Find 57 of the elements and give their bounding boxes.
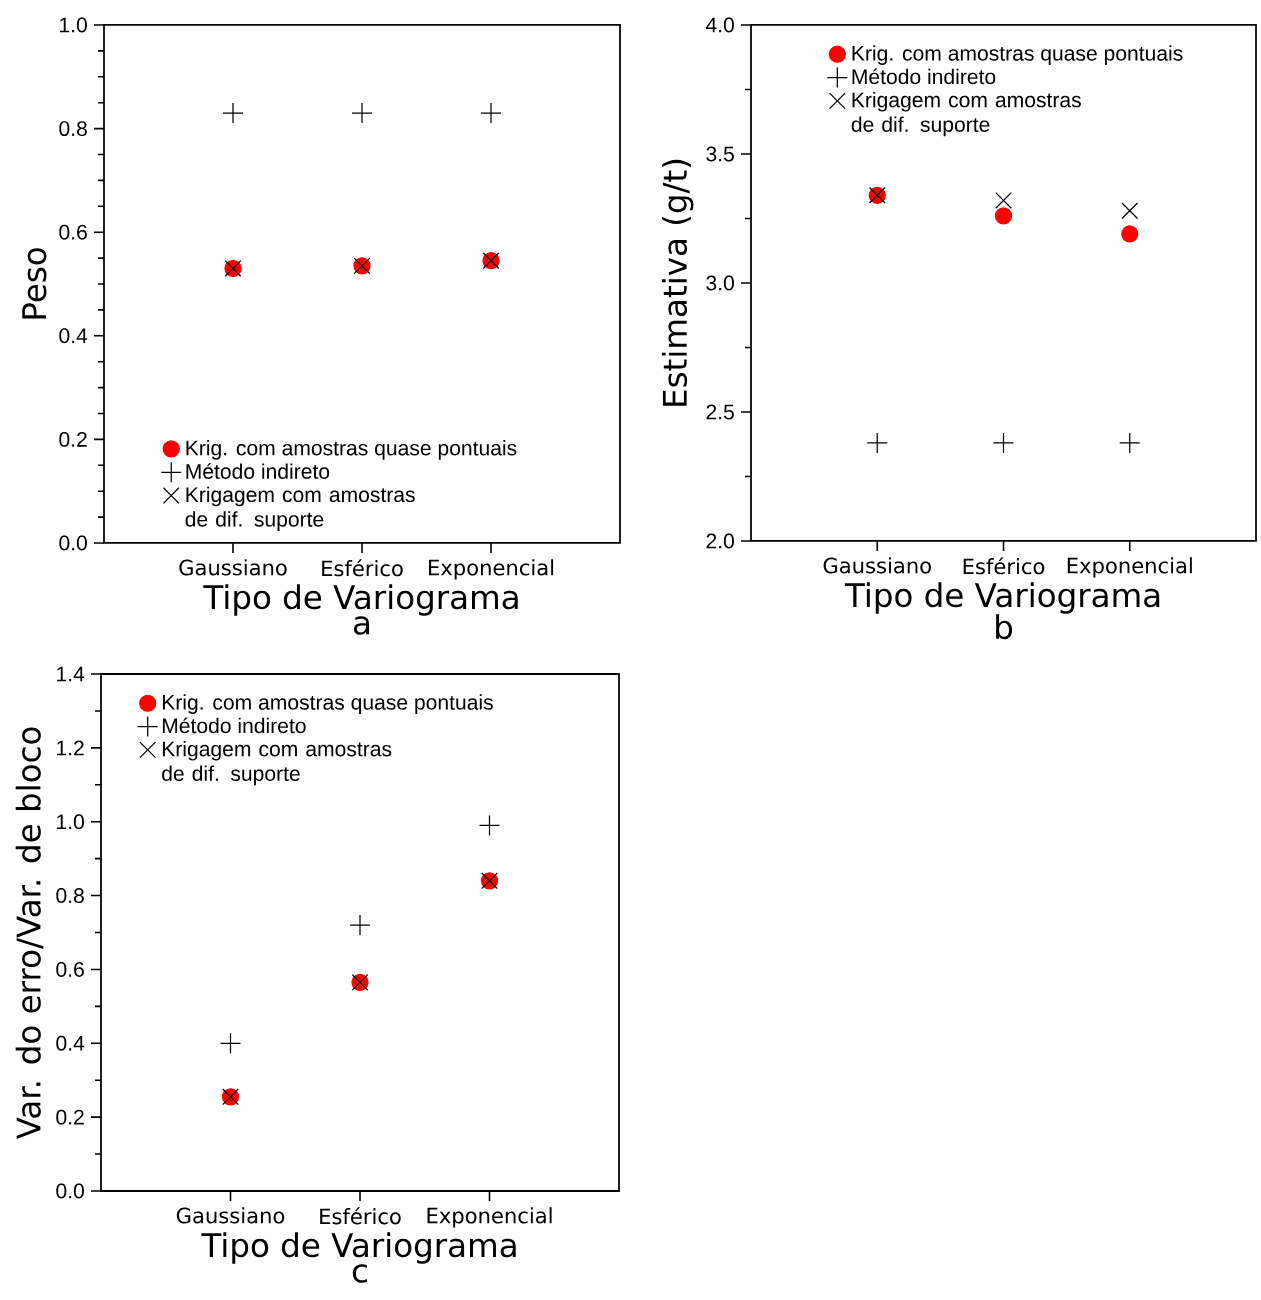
y-tick-label: 0.8	[56, 888, 84, 904]
y-tick-label: 0.2	[59, 431, 87, 447]
legend-label: Krig. com amostras quase pontuais	[162, 694, 493, 714]
point	[1121, 225, 1139, 243]
legend-label: Método indireto	[186, 463, 330, 479]
x-tick-label: Esférico	[963, 557, 1045, 575]
x-tick-label: Esférico	[322, 559, 403, 577]
y-tick-label: 0.2	[56, 1109, 84, 1125]
y-tick-label: 0.4	[59, 328, 88, 344]
y-axis-title: Peso	[22, 248, 47, 319]
point	[995, 192, 1012, 209]
point	[1121, 202, 1139, 220]
y-tick-label: 0.6	[56, 961, 84, 977]
point	[1119, 432, 1140, 453]
y-tick-label: 1.0	[60, 17, 87, 33]
x-tick-label: Gaussiano	[176, 1207, 285, 1224]
point	[867, 432, 888, 453]
legend-label: Krig. com amostras quase pontuais	[186, 440, 517, 460]
legend-label: Krigagem com amostras de dif. suporte	[851, 91, 1081, 137]
x-axis-title: Tipo de Variograma	[203, 584, 518, 616]
y-tick-label: 0.4	[56, 1035, 85, 1051]
text: b	[996, 614, 1013, 640]
y-tick-label: 3.5	[706, 146, 734, 162]
text: a	[353, 616, 370, 635]
y-tick-label: 4.0	[705, 17, 734, 33]
legend-label: Método indireto	[162, 717, 306, 734]
x-tick-label: Exponencial	[427, 1207, 552, 1228]
legend-label: Krigagem com amostras de dif. suporte	[185, 486, 415, 531]
y-tick-label: 3.0	[706, 275, 734, 291]
point	[223, 103, 243, 124]
x-tick-label: Exponencial	[1067, 557, 1192, 578]
x-tick-label: Esférico	[320, 1207, 401, 1225]
y-tick-label: 2.5	[706, 404, 734, 420]
y-tick-label: 0.0	[59, 535, 87, 551]
x-tick-label: Gaussiano	[823, 557, 931, 574]
y-axis-title: Estimativa (g/t)	[661, 159, 694, 406]
point	[994, 207, 1013, 225]
y-tick-label: 2.0	[706, 533, 734, 549]
x-tick-label: Exponencial	[429, 559, 554, 580]
y-tick-label: 1.0	[57, 814, 84, 830]
y-tick-label: 0.6	[59, 224, 87, 240]
legend-label: Método indireto	[852, 68, 996, 85]
x-axis-title: Tipo de Variograma	[201, 1232, 516, 1264]
x-axis-title: Tipo de Variograma	[844, 582, 1160, 614]
point	[352, 103, 372, 124]
y-tick-label: 1.4	[57, 666, 85, 682]
y-tick-label: 0.8	[59, 121, 87, 137]
point	[350, 915, 370, 936]
y-axis-title: Var. do erro/Var. de bloco	[15, 727, 44, 1140]
legend-label: Krigagem com amostras de dif. suporte	[162, 740, 392, 786]
x-tick-label: Gaussiano	[179, 559, 287, 576]
point	[993, 432, 1014, 453]
text: c	[352, 1264, 367, 1283]
point	[481, 103, 501, 124]
y-tick-label: 1.2	[57, 740, 84, 756]
y-tick-label: 0.0	[56, 1183, 84, 1199]
legend-label: Krig. com amostras quase pontuais	[852, 45, 1183, 65]
